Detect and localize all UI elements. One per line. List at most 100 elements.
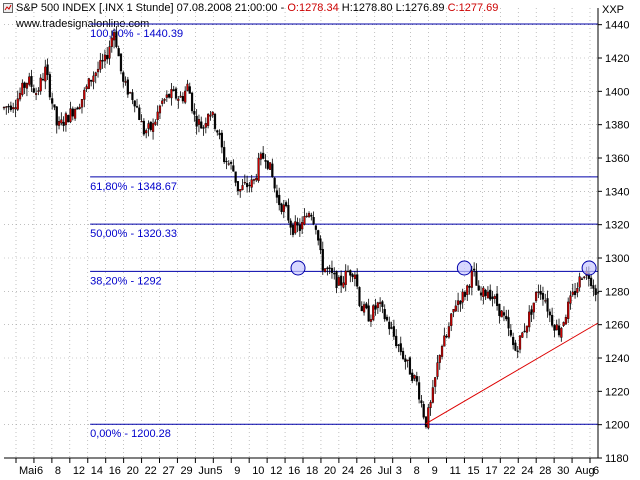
datetime-label: 07.08.2008 21:00:00 — [176, 2, 278, 14]
candle-body — [362, 304, 366, 313]
candle-body — [420, 400, 423, 404]
candle-body — [151, 123, 155, 132]
candle-body — [583, 276, 586, 278]
candle-body — [106, 54, 109, 60]
candle-body — [459, 300, 462, 305]
candle-body — [101, 60, 104, 62]
candle-body — [569, 295, 572, 304]
candle-body — [21, 82, 24, 95]
candle-body — [291, 224, 295, 235]
candle-body — [57, 121, 61, 126]
x-tick-label: Mai — [19, 465, 37, 477]
candle-body — [135, 106, 139, 108]
candle-body — [37, 90, 40, 92]
candle-body — [119, 53, 123, 72]
candle-body — [278, 194, 281, 206]
y-tick-label: 1420 — [605, 53, 629, 65]
candle-body — [578, 276, 581, 288]
candle-body — [376, 302, 379, 309]
candle-body — [436, 362, 439, 377]
candle-body — [9, 105, 12, 110]
candle-body — [172, 89, 175, 91]
candle-body — [330, 267, 334, 273]
x-tick-label: 8 — [55, 465, 61, 477]
x-tick-label: 27 — [163, 465, 175, 477]
candle-body — [149, 121, 152, 131]
candle-body — [25, 82, 29, 89]
candle-body — [486, 291, 490, 299]
candle-body — [44, 66, 47, 82]
candle-body — [415, 376, 418, 382]
candle-body — [202, 127, 205, 129]
candle-body — [243, 182, 246, 184]
candle-body — [530, 309, 533, 315]
candle-body — [518, 335, 522, 350]
chart-settings-icon[interactable] — [3, 3, 13, 13]
candle-body — [342, 282, 345, 288]
candle-body — [73, 109, 77, 119]
candle-body — [85, 86, 88, 90]
close-value: C:1277.69 — [447, 2, 499, 14]
y-tick-label: 1300 — [605, 253, 629, 265]
interval-label: 1 Stunde] — [126, 2, 174, 14]
candle-body — [184, 90, 187, 103]
candle-body — [115, 31, 118, 48]
candle-body — [411, 372, 414, 381]
candle-body — [372, 305, 375, 320]
x-tick-label: 8 — [414, 465, 420, 477]
y-tick-label: 1360 — [605, 153, 629, 165]
candle-body — [461, 291, 464, 303]
candle-body — [447, 326, 451, 338]
x-tick-label: 12 — [73, 465, 85, 477]
candle-body — [534, 291, 538, 302]
candle-body — [55, 106, 58, 126]
candle-body — [16, 98, 19, 110]
x-tick-label: 15 — [467, 465, 479, 477]
candle-body — [223, 147, 226, 162]
watermark-text: www.tradesignalonline.com — [16, 18, 150, 30]
candle-body — [365, 303, 368, 309]
candle-body — [7, 105, 10, 108]
candle-body — [468, 286, 471, 288]
candle-body — [147, 123, 150, 129]
x-axis: Mai 6 8 12 14 16 20 22 27 29 Jun 5 9 10 12 16 18 20 24 26 Ju… — [4, 457, 599, 477]
candle-body — [571, 291, 574, 295]
low-value: L:1276.89 — [395, 2, 445, 14]
x-tick-label: 22 — [145, 465, 157, 477]
candle-body — [422, 404, 425, 418]
x-tick-label: 16 — [109, 465, 121, 477]
candle-body — [71, 108, 74, 117]
candle-body — [96, 68, 100, 73]
candle-body — [259, 153, 262, 160]
candle-body — [562, 322, 565, 326]
candle-body — [440, 346, 444, 357]
candle-body — [165, 94, 168, 98]
candle-body — [5, 106, 8, 108]
candle-body — [340, 275, 343, 286]
candle-body — [168, 93, 171, 98]
candle-body — [328, 267, 331, 269]
candle-body — [413, 375, 416, 379]
candle-body — [491, 296, 494, 300]
candle-body — [399, 343, 402, 353]
candle-body — [537, 291, 540, 293]
candle-body — [53, 104, 56, 108]
candle-body — [195, 115, 198, 127]
candle-body — [216, 130, 219, 133]
candle-body — [92, 75, 95, 82]
candle-body — [349, 270, 352, 276]
candle-body — [477, 285, 480, 291]
candle-body — [546, 298, 549, 312]
candle-body — [142, 120, 145, 135]
candle-body — [521, 332, 524, 338]
high-value: H:1278.80 — [341, 2, 393, 14]
candle-body — [312, 216, 315, 224]
candle-body — [369, 319, 373, 322]
candle-body — [271, 163, 274, 177]
candle-body — [218, 132, 221, 136]
y-tick-label: 1380 — [605, 120, 629, 132]
candle-body — [301, 221, 304, 230]
candle-body — [482, 287, 485, 298]
x-tick-label: 30 — [557, 465, 569, 477]
